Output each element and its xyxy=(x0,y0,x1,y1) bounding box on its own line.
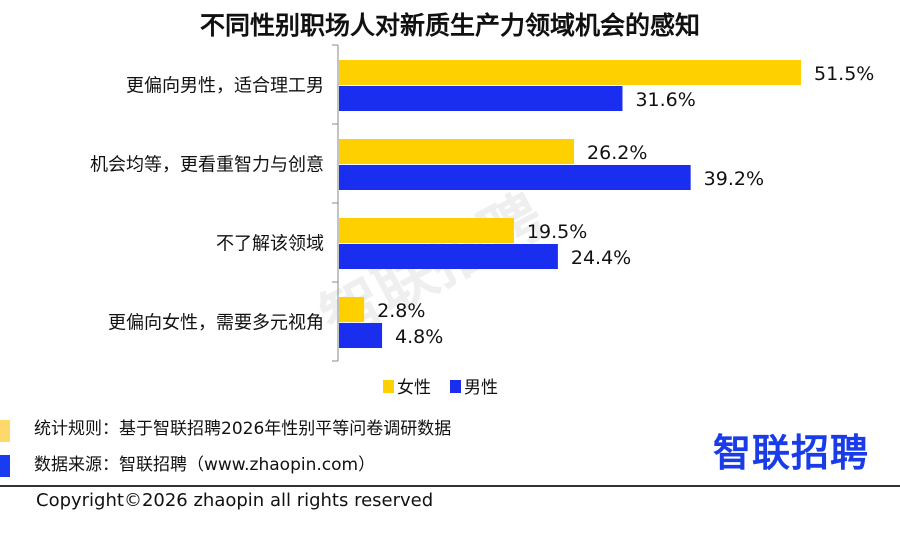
data-label: 4.8% xyxy=(395,326,443,348)
data-source-text: 数据来源：智联招聘（www.zhaopin.com） xyxy=(34,455,376,475)
data-label: 51.5% xyxy=(814,63,874,85)
bar-female xyxy=(339,297,365,322)
stat-rule-text: 统计规则：基于智联招聘2026年性别平等问卷调研数据 xyxy=(34,419,452,439)
data-label: 2.8% xyxy=(377,300,425,322)
data-label: 26.2% xyxy=(587,142,647,164)
bar-male xyxy=(339,165,691,190)
category-label: 更偏向女性，需要多元视角 xyxy=(108,313,324,334)
bar-female xyxy=(339,139,575,164)
copyright: Copyright©2026 zhaopin all rights reserv… xyxy=(36,490,434,511)
rule-marker xyxy=(0,420,10,442)
data-label: 19.5% xyxy=(527,221,587,243)
data-label: 39.2% xyxy=(704,168,764,190)
chart-title: 不同性别职场人对新质生产力领域机会的感知 xyxy=(199,11,700,40)
zhaopin-logo: 智联招聘 xyxy=(713,431,870,475)
source-marker xyxy=(0,455,10,477)
bar-chart: 更偏向男性，适合理工男 51.5% 31.6% 机会均等，更看重智力与创意 26.2% 3… xyxy=(90,44,874,398)
divider xyxy=(0,485,900,487)
data-label: 31.6% xyxy=(635,89,695,111)
category-label: 更偏向男性，适合理工男 xyxy=(126,76,324,97)
bar-female xyxy=(339,60,801,85)
legend-swatch xyxy=(450,380,461,393)
data-label: 24.4% xyxy=(571,247,631,269)
legend-swatch xyxy=(383,380,394,393)
legend-label: 男性 xyxy=(464,378,498,398)
legend-label: 女性 xyxy=(397,378,431,398)
bar-male xyxy=(339,323,383,348)
category-label: 不了解该领域 xyxy=(216,234,324,255)
bar-male xyxy=(339,86,623,111)
bar-female xyxy=(339,218,514,243)
bar-male xyxy=(339,244,558,269)
category-label: 机会均等，更看重智力与创意 xyxy=(90,155,324,176)
